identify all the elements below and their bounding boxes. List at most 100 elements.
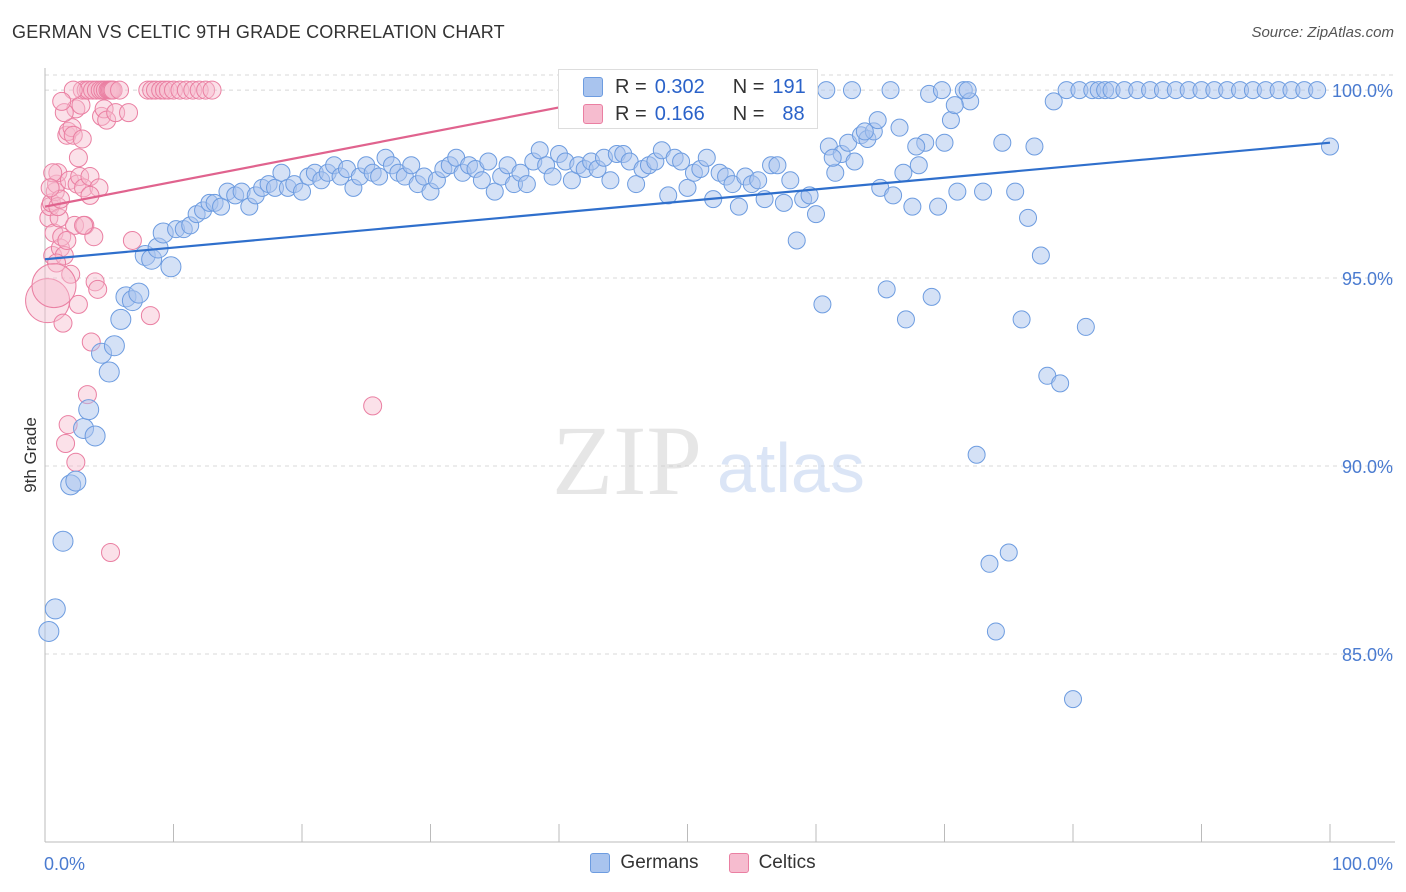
series-legend-celtics[interactable]: Celtics xyxy=(728,852,816,874)
germans-point xyxy=(110,308,132,330)
germans-point xyxy=(601,171,620,190)
celtics-point xyxy=(54,103,74,123)
germans-point xyxy=(774,193,793,212)
germans-point xyxy=(562,171,581,190)
celtics-point xyxy=(48,163,68,183)
legend-row-celtics: R = 0.166 N = 88 xyxy=(583,101,805,127)
germans-n-label: N = xyxy=(732,75,765,98)
germans-trend-line xyxy=(44,141,1331,261)
trend-lines xyxy=(44,88,1331,261)
germans-point xyxy=(485,182,504,201)
germans-point xyxy=(272,163,291,182)
germans-point xyxy=(935,133,954,152)
germans-point xyxy=(894,163,913,182)
celtics-swatch xyxy=(583,104,603,124)
germans-point xyxy=(922,287,941,306)
y-axis-label: 9th Grade xyxy=(21,417,40,493)
celtics-trend-line xyxy=(44,88,650,208)
germans-legend-swatch xyxy=(590,853,611,873)
germans-point xyxy=(1012,310,1031,329)
celtics-point xyxy=(53,313,73,333)
germans-point xyxy=(160,256,182,278)
germans-point xyxy=(896,310,915,329)
celtics-point xyxy=(54,246,74,265)
celtics-point xyxy=(63,80,83,100)
germans-r-label: R = xyxy=(615,75,647,98)
germans-point xyxy=(884,186,903,205)
celtics-point xyxy=(94,99,114,119)
celtics-point xyxy=(85,272,105,292)
celtics-point xyxy=(122,230,142,250)
celtics-r-label: R = xyxy=(615,102,647,125)
germans-r-value: 0.302 xyxy=(654,75,705,98)
germans-point xyxy=(212,197,231,216)
celtics-point xyxy=(119,103,139,123)
chart-title: GERMAN VS CELTIC 9TH GRADE CORRELATION C… xyxy=(12,22,505,42)
germans-point xyxy=(749,171,768,190)
celtics-point xyxy=(74,215,94,235)
germans-point xyxy=(941,111,960,130)
germans-point xyxy=(907,137,926,156)
watermark: ZIP atlas xyxy=(552,405,865,516)
germans-point xyxy=(78,399,100,421)
germans-point xyxy=(781,171,800,190)
celtics-point xyxy=(52,91,72,111)
celtics-point xyxy=(140,306,160,326)
celtics-point xyxy=(66,452,86,472)
germans-point xyxy=(817,81,836,100)
celtics-point xyxy=(70,167,90,187)
celtics-point xyxy=(56,433,76,453)
watermark-atlas: atlas xyxy=(717,429,865,507)
germans-point xyxy=(1044,92,1063,111)
germans-point xyxy=(945,96,964,115)
germans-point xyxy=(38,620,60,642)
celtics-point xyxy=(72,129,92,149)
germans-point xyxy=(986,622,1005,641)
celtics-r-value: 0.166 xyxy=(654,102,705,125)
germans-point xyxy=(948,182,967,201)
celtics-legend-swatch xyxy=(728,853,749,873)
y-tick-label: 85.0% xyxy=(1342,645,1393,665)
germans-point xyxy=(678,178,697,197)
germans-point xyxy=(128,282,150,304)
germans-point xyxy=(890,118,909,137)
germans-point xyxy=(967,445,986,464)
germans-point xyxy=(768,156,787,175)
germans-point xyxy=(98,361,120,383)
germans-point xyxy=(823,148,842,167)
germans-point xyxy=(974,182,993,201)
germans-point xyxy=(293,182,311,201)
celtics-point xyxy=(74,178,94,198)
germans-point xyxy=(868,111,887,130)
celtics-point xyxy=(363,396,383,416)
germans-point xyxy=(999,543,1018,562)
germans-point xyxy=(826,163,845,182)
germans-point xyxy=(65,470,87,492)
series-legend-germans[interactable]: Germans xyxy=(590,852,699,874)
germans-point xyxy=(855,122,874,141)
germans-point xyxy=(44,598,66,620)
germans-point xyxy=(929,197,948,216)
germans-point xyxy=(543,167,562,186)
celtics-point xyxy=(40,178,60,198)
germans-point xyxy=(659,186,678,205)
germans-point xyxy=(103,335,125,357)
gridlines xyxy=(45,74,1395,655)
germans-point xyxy=(842,81,861,100)
germans-point xyxy=(787,231,806,250)
germans-point xyxy=(845,152,864,171)
celtics-point xyxy=(103,80,123,100)
germans-point xyxy=(84,425,106,447)
germans-point xyxy=(402,156,421,175)
axis-labels: 85.0% 90.0% 95.0% 100.0% 0.0% 100.0% 9th Grade xyxy=(21,81,1393,874)
germans-point xyxy=(370,167,389,186)
germans-point xyxy=(672,152,691,171)
x-tick-label-min: 0.0% xyxy=(44,854,85,874)
y-tick-label: 90.0% xyxy=(1342,457,1393,477)
germans-n-value: 191 xyxy=(772,75,806,98)
germans-point xyxy=(729,197,748,216)
germans-point xyxy=(1006,182,1025,201)
germans-point xyxy=(627,175,646,194)
germans-point xyxy=(932,81,951,100)
celtics-point xyxy=(202,80,222,100)
